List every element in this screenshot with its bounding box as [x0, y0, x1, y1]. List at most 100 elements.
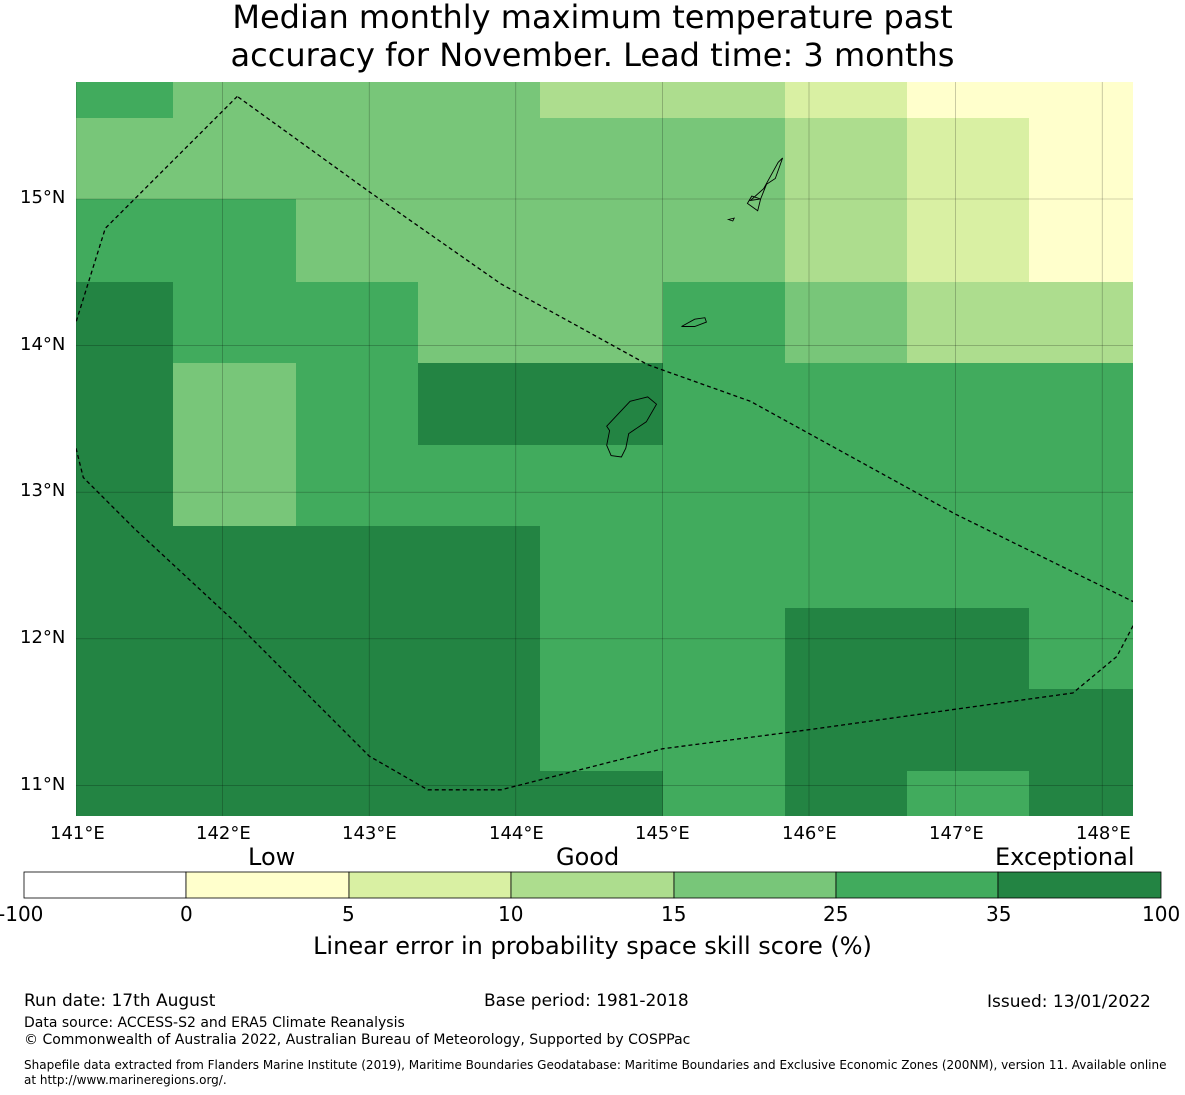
colorbar-segment — [835, 871, 999, 899]
colorbar-tick-10: 10 — [498, 902, 524, 926]
island-outline — [726, 217, 736, 222]
grid-cell — [418, 445, 540, 526]
grid-cell — [663, 282, 785, 363]
grid-cell — [1029, 771, 1133, 816]
grid-cell — [296, 771, 418, 816]
title-line-2: accuracy for November. Lead time: 3 mont… — [230, 36, 955, 74]
skill-grid — [76, 82, 1133, 816]
grid-cell — [418, 282, 540, 363]
grid-cell — [1029, 199, 1133, 282]
colorbar-segment — [185, 871, 350, 899]
grid-cell — [785, 282, 907, 363]
colorbar-word-low: Low — [248, 843, 296, 871]
colorbar — [23, 871, 1162, 899]
colorbar-segment — [673, 871, 837, 899]
grid-cell — [296, 689, 418, 771]
grid-cell — [907, 199, 1029, 282]
issued-date: Issued: 13/01/2022 — [987, 992, 1151, 1012]
data-source: Data source: ACCESS-S2 and ERA5 Climate … — [24, 1015, 405, 1031]
grid-cell — [785, 771, 907, 816]
grid-cell — [76, 526, 173, 608]
grid-cell — [296, 118, 418, 199]
grid-cell — [785, 526, 907, 608]
grid-cell — [76, 445, 173, 526]
colorbar-tick-15: 15 — [661, 902, 687, 926]
grid-cell — [173, 118, 296, 199]
grid-cell — [1029, 118, 1133, 199]
colorbar-segment — [23, 871, 187, 899]
grid-cell — [540, 445, 663, 526]
grid-cell — [785, 118, 907, 199]
lon-tick-143: 143°E — [342, 823, 397, 844]
grid-cell — [76, 282, 173, 363]
chart-title: Median monthly maximum temperature past … — [0, 0, 1185, 74]
grid-cell — [663, 689, 785, 771]
grid-cell — [296, 199, 418, 282]
grid-cell — [173, 445, 296, 526]
grid-cell — [785, 608, 907, 689]
grid-cell — [1029, 689, 1133, 771]
grid-cell — [540, 689, 663, 771]
colorbar-word-good: Good — [556, 843, 620, 871]
colorbar-tick-5: 5 — [342, 902, 355, 926]
grid-cell — [1029, 445, 1133, 526]
grid-cell — [1029, 82, 1133, 118]
grid-cell — [1029, 608, 1133, 689]
grid-cell — [418, 771, 540, 816]
grid-cell — [907, 771, 1029, 816]
colorbar-segment — [510, 871, 675, 899]
grid-cell — [663, 771, 785, 816]
grid-cell — [1029, 526, 1133, 608]
run-date: Run date: 17th August — [24, 991, 216, 1011]
grid-cell — [907, 82, 1029, 118]
grid-cell — [785, 363, 907, 445]
grid-cell — [785, 445, 907, 526]
lon-tick-144: 144°E — [489, 823, 544, 844]
grid-cell — [296, 282, 418, 363]
colorbar-segment — [348, 871, 512, 899]
grid-cell — [173, 608, 296, 689]
grid-cell — [296, 363, 418, 445]
grid-cell — [296, 82, 418, 118]
grid-cell — [663, 363, 785, 445]
grid-cell — [785, 689, 907, 771]
grid-cell — [418, 608, 540, 689]
grid-cell — [418, 199, 540, 282]
lat-tick-11: 11°N — [20, 774, 66, 795]
colorbar-label: Linear error in probability space skill … — [313, 932, 872, 960]
title-line-1: Median monthly maximum temperature past — [232, 0, 953, 36]
grid-cell — [663, 82, 785, 118]
lon-tick-142: 142°E — [196, 823, 251, 844]
colorbar-tick-minus100: -100 — [0, 902, 44, 926]
colorbar-tick-25: 25 — [823, 902, 849, 926]
grid-cell — [296, 608, 418, 689]
grid-cell — [76, 199, 173, 282]
grid-cell — [907, 689, 1029, 771]
grid-cell — [173, 526, 296, 608]
grid-cell — [173, 199, 296, 282]
island-outline — [748, 157, 784, 202]
grid-cell — [76, 363, 173, 445]
grid-cell — [907, 282, 1029, 363]
grid-cell — [173, 82, 296, 118]
grid-cell — [418, 82, 540, 118]
lon-tick-141: 141°E — [50, 823, 105, 844]
grid-cell — [540, 199, 663, 282]
grid-cell — [173, 771, 296, 816]
lon-tick-145: 145°E — [635, 823, 690, 844]
grid-cell — [173, 282, 296, 363]
shapefile-credit: Shapefile data extracted from Flanders M… — [24, 1058, 1167, 1087]
grid-cell — [173, 689, 296, 771]
grid-cell — [296, 526, 418, 608]
grid-cell — [76, 689, 173, 771]
grid-cell — [907, 608, 1029, 689]
grid-cell — [76, 118, 173, 199]
grid-cell — [663, 199, 785, 282]
grid-cell — [173, 363, 296, 445]
lat-tick-14: 14°N — [20, 334, 66, 355]
grid-cell — [663, 445, 785, 526]
lat-tick-12: 12°N — [20, 627, 66, 648]
grid-cell — [907, 118, 1029, 199]
lon-tick-148: 148°E — [1076, 823, 1131, 844]
grid-cell — [663, 118, 785, 199]
